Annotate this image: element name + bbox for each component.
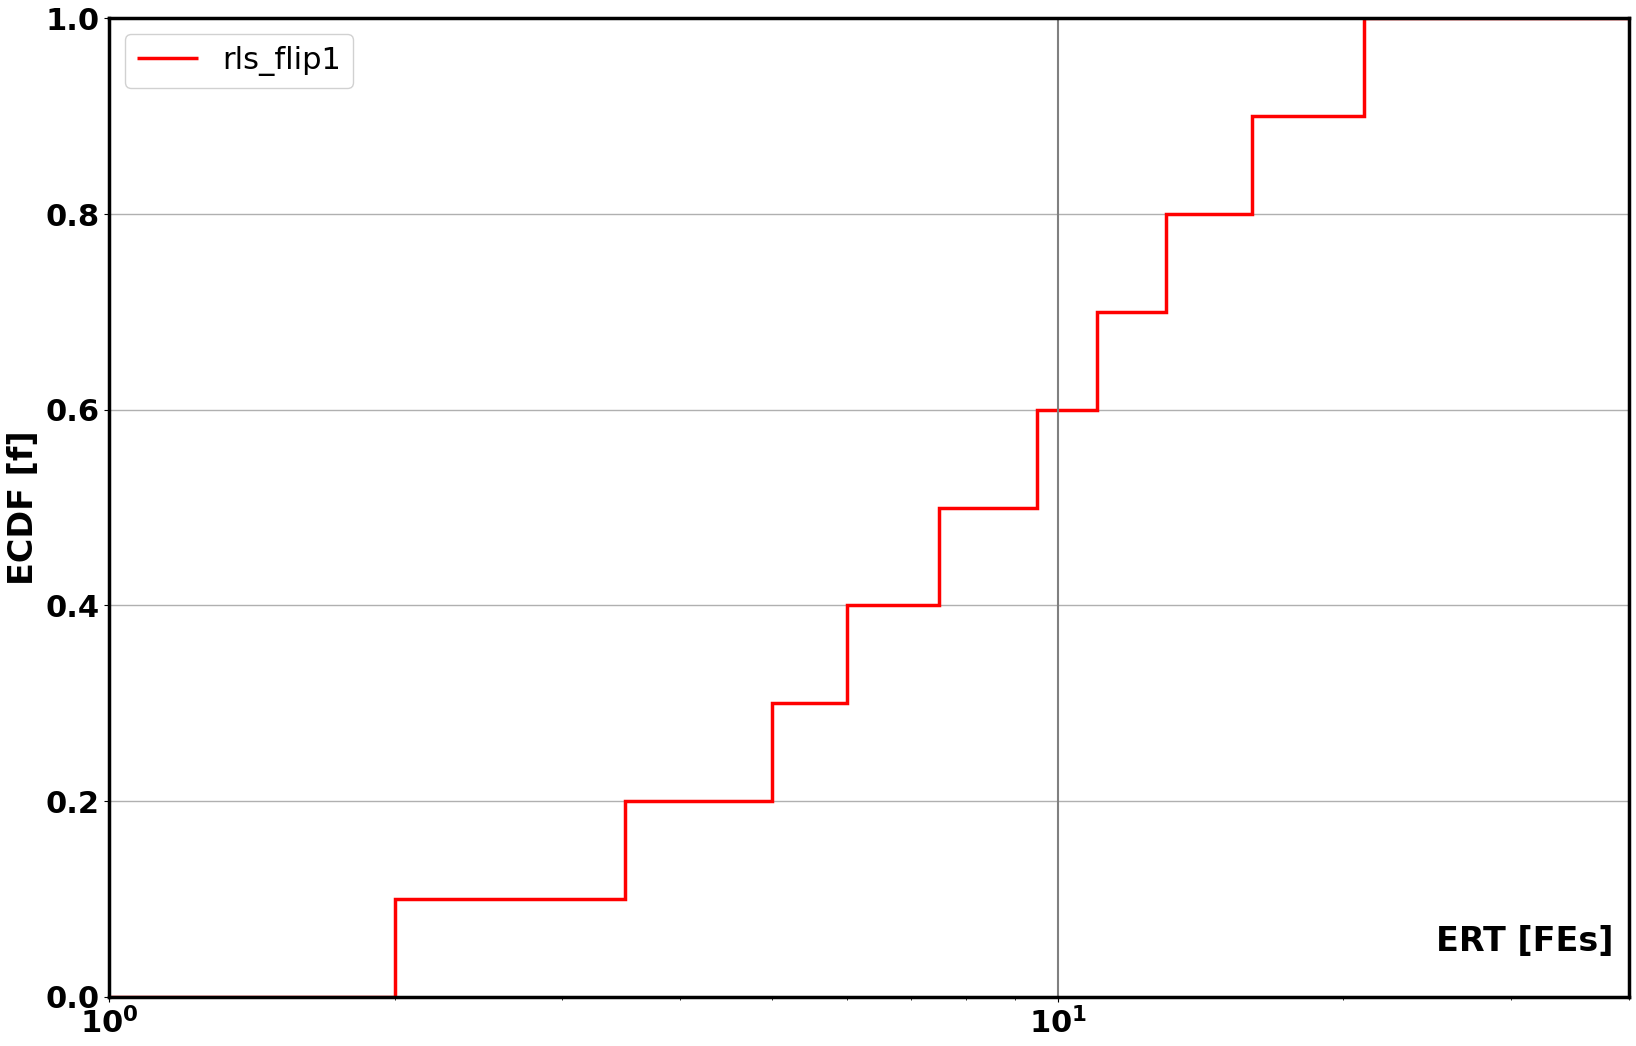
rls_flip1 <box>615 892 635 905</box>
Legend: rls_flip1: rls_flip1 <box>124 33 353 88</box>
rls_flip1 <box>1157 305 1176 318</box>
rls_flip1 <box>1353 13 1373 25</box>
Text: ERT [FEs]: ERT [FEs] <box>1436 925 1613 958</box>
rls_flip1 <box>1242 208 1261 221</box>
rls_flip1 <box>384 892 404 905</box>
Y-axis label: ECDF [f]: ECDF [f] <box>7 430 39 585</box>
rls_flip1 <box>1242 110 1261 122</box>
rls_flip1 <box>1088 305 1108 318</box>
Line: rls_flip1: rls_flip1 <box>110 19 1629 997</box>
rls_flip1 <box>1088 404 1108 416</box>
rls_flip1 <box>384 991 404 1003</box>
rls_flip1 <box>1027 404 1047 416</box>
rls_flip1 <box>762 697 782 709</box>
rls_flip1 <box>100 991 119 1003</box>
rls_flip1 <box>929 501 949 514</box>
rls_flip1 <box>762 795 782 808</box>
rls_flip1 <box>929 599 949 612</box>
rls_flip1 <box>838 697 857 709</box>
rls_flip1 <box>1620 13 1636 25</box>
rls_flip1 <box>1157 208 1176 221</box>
rls_flip1 <box>1353 110 1373 122</box>
rls_flip1 <box>838 599 857 612</box>
rls_flip1 <box>615 795 635 808</box>
rls_flip1 <box>1027 501 1047 514</box>
